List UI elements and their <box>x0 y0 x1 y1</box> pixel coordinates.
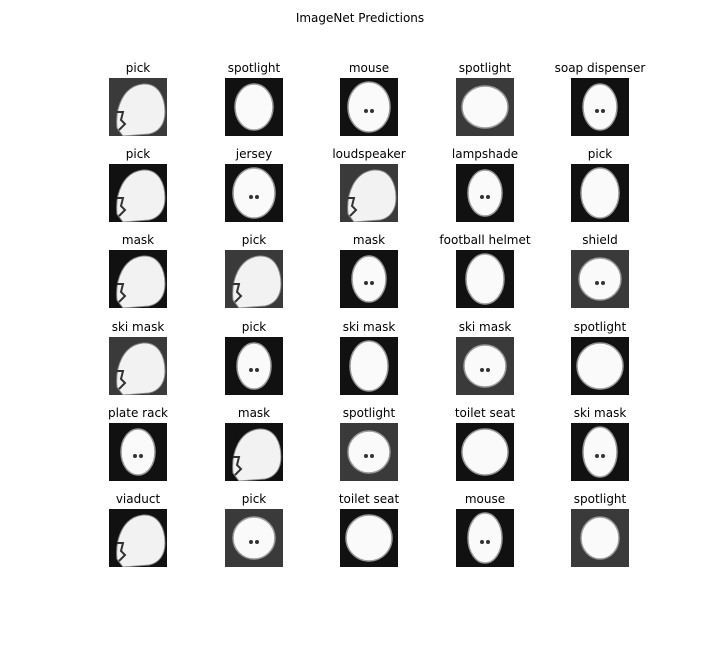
prediction-label: pick <box>125 147 151 161</box>
prediction-label: viaduct <box>115 492 161 506</box>
scan-thumbnail <box>340 509 398 567</box>
prediction-label: pick <box>241 492 267 506</box>
scan-thumbnail <box>571 423 629 481</box>
scan-image <box>571 509 629 567</box>
scan-image <box>225 423 283 481</box>
prediction-label: ski mask <box>342 320 396 334</box>
scan-image <box>340 78 398 136</box>
prediction-label: mouse <box>464 492 506 506</box>
scan-thumbnail <box>456 423 514 481</box>
scan-image <box>340 337 398 395</box>
scan-thumbnail <box>109 164 167 222</box>
prediction-label: pick <box>241 320 267 334</box>
scan-thumbnail <box>340 337 398 395</box>
scan-thumbnail <box>225 509 283 567</box>
scan-image <box>456 423 514 481</box>
prediction-label: ski mask <box>573 406 627 420</box>
scan-thumbnail <box>456 250 514 308</box>
prediction-label: spotlight <box>573 320 627 334</box>
scan-thumbnail <box>225 337 283 395</box>
scan-image <box>225 78 283 136</box>
scan-image <box>340 423 398 481</box>
scan-image <box>340 509 398 567</box>
prediction-label: plate rack <box>107 406 169 420</box>
prediction-label: ski mask <box>111 320 165 334</box>
scan-thumbnail <box>225 250 283 308</box>
scan-image <box>571 423 629 481</box>
scan-thumbnail <box>225 423 283 481</box>
prediction-label: lampshade <box>451 147 519 161</box>
prediction-label: soap dispenser <box>554 61 646 75</box>
scan-image <box>456 78 514 136</box>
prediction-label: shield <box>582 233 618 247</box>
scan-image <box>225 250 283 308</box>
prediction-label: mask <box>237 406 271 420</box>
scan-image <box>456 164 514 222</box>
prediction-label: toilet seat <box>338 492 400 506</box>
scan-thumbnail <box>456 337 514 395</box>
prediction-label: spotlight <box>227 61 281 75</box>
scan-image <box>456 337 514 395</box>
scan-image <box>109 509 167 567</box>
prediction-label: ski mask <box>458 320 512 334</box>
scan-image <box>225 337 283 395</box>
scan-image <box>340 250 398 308</box>
scan-image <box>109 423 167 481</box>
scan-thumbnail <box>109 78 167 136</box>
prediction-label: mask <box>121 233 155 247</box>
scan-image <box>225 509 283 567</box>
scan-image <box>109 78 167 136</box>
prediction-label: pick <box>125 61 151 75</box>
scan-thumbnail <box>571 337 629 395</box>
scan-thumbnail <box>340 164 398 222</box>
scan-thumbnail <box>225 164 283 222</box>
prediction-label: jersey <box>235 147 273 161</box>
scan-image <box>109 337 167 395</box>
prediction-label: spotlight <box>458 61 512 75</box>
scan-image <box>109 164 167 222</box>
scan-thumbnail <box>456 164 514 222</box>
prediction-label: mask <box>352 233 386 247</box>
scan-thumbnail <box>109 250 167 308</box>
scan-image <box>456 250 514 308</box>
prediction-label: spotlight <box>573 492 627 506</box>
scan-image <box>225 164 283 222</box>
prediction-label: loudspeaker <box>332 147 406 161</box>
scan-image <box>571 78 629 136</box>
scan-thumbnail <box>571 78 629 136</box>
prediction-label: pick <box>241 233 267 247</box>
figure-title: ImageNet Predictions <box>295 11 425 25</box>
scan-image <box>571 164 629 222</box>
prediction-label: spotlight <box>342 406 396 420</box>
scan-thumbnail <box>456 78 514 136</box>
scan-thumbnail <box>340 250 398 308</box>
scan-image <box>571 337 629 395</box>
scan-thumbnail <box>571 250 629 308</box>
scan-thumbnail <box>340 423 398 481</box>
scan-thumbnail <box>571 164 629 222</box>
scan-thumbnail <box>109 337 167 395</box>
scan-thumbnail <box>456 509 514 567</box>
prediction-label: mouse <box>348 61 390 75</box>
scan-thumbnail <box>109 509 167 567</box>
scan-image <box>340 164 398 222</box>
scan-thumbnail <box>571 509 629 567</box>
prediction-label: football helmet <box>439 233 531 247</box>
prediction-label: toilet seat <box>454 406 516 420</box>
scan-image <box>109 250 167 308</box>
scan-thumbnail <box>340 78 398 136</box>
scan-image <box>571 250 629 308</box>
scan-thumbnail <box>225 78 283 136</box>
prediction-label: pick <box>587 147 613 161</box>
scan-thumbnail <box>109 423 167 481</box>
scan-image <box>456 509 514 567</box>
